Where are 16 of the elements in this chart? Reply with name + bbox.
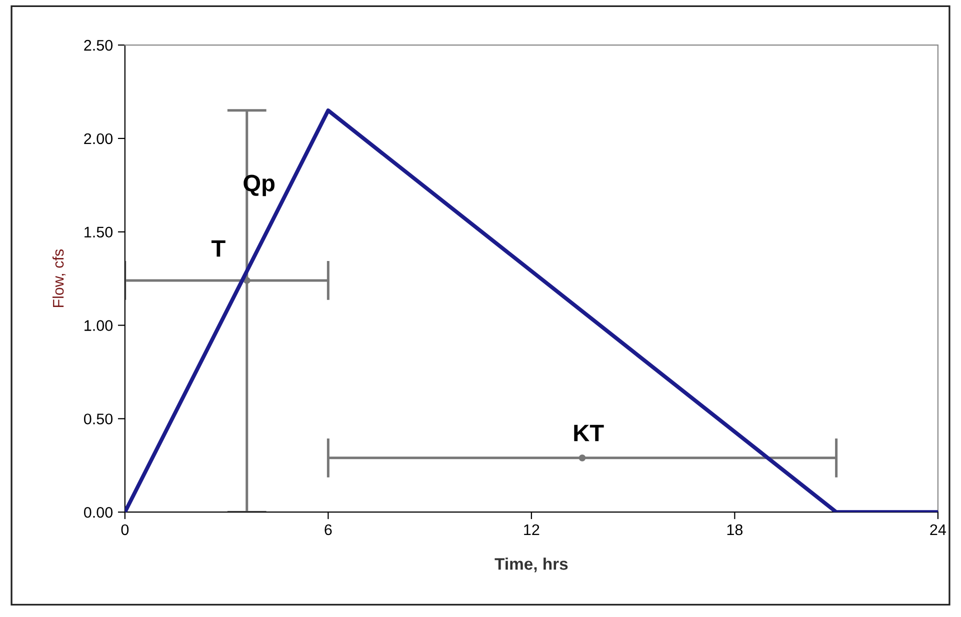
- annotation: Qp: [244, 174, 275, 196]
- annotation: KT: [574, 424, 604, 442]
- y-tick-label: 0.00: [84, 506, 113, 518]
- y-tick-label: 1.50: [84, 226, 113, 238]
- annotation: T: [211, 240, 226, 257]
- x-axis-title: Time, hrs: [494, 558, 568, 572]
- y-tick-label: 2.50: [84, 40, 113, 51]
- x-tick-label: 18: [727, 524, 743, 536]
- x-tick-label: 12: [524, 524, 540, 535]
- y-tick-label: 0.50: [84, 414, 113, 424]
- x-tick-label: 6: [324, 524, 332, 536]
- x-tick-label: 24: [930, 524, 946, 535]
- y-axis-title: Flow, cfs: [52, 249, 66, 308]
- x-tick-label: 0: [121, 524, 129, 536]
- y-tick-label: 2.00: [84, 133, 113, 144]
- y-tick-label: 1.00: [84, 320, 113, 331]
